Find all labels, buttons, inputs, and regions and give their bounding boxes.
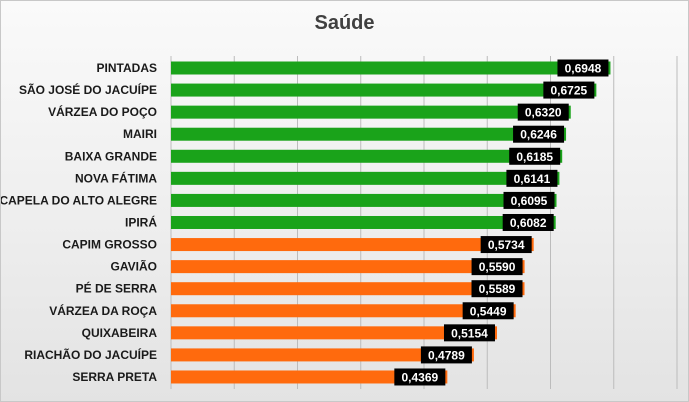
value-label: 0,5154 (451, 326, 488, 340)
value-label: 0,6082 (510, 216, 547, 230)
value-label-box (506, 169, 558, 187)
value-label: 0,6246 (520, 128, 557, 142)
value-label-box (462, 302, 514, 320)
category-label: QUIXABEIRA (82, 326, 158, 340)
category-label: RIACHÃO DO JACUÍPE (24, 347, 157, 362)
category-label: GAVIÃO (111, 259, 157, 274)
value-label-box (557, 59, 609, 77)
chart-title: Saúde (314, 12, 375, 34)
bar (171, 61, 611, 75)
bar (171, 282, 525, 296)
bar (171, 149, 563, 163)
value-label-box (503, 191, 555, 209)
bar (171, 370, 448, 384)
value-label-box (420, 346, 472, 364)
category-label: PINTADAS (97, 61, 157, 75)
value-label-box (543, 81, 595, 99)
bar (171, 127, 567, 141)
value-label-box (517, 103, 569, 121)
value-label: 0,5589 (479, 282, 516, 296)
bar (171, 348, 474, 362)
category-label: VÁRZEA DO POÇO (48, 104, 157, 119)
value-label: 0,6725 (551, 84, 588, 98)
bar (171, 260, 525, 274)
category-label: NOVA FÁTIMA (75, 170, 157, 185)
value-label: 0,6185 (516, 150, 553, 164)
bar (171, 171, 560, 185)
category-label: SERRA PRETA (72, 370, 157, 384)
category-label: IPIRÁ (125, 214, 157, 229)
category-label: BAIXA GRANDE (65, 149, 157, 163)
value-label: 0,6948 (565, 62, 602, 76)
bar (171, 105, 571, 119)
value-label-box (394, 368, 446, 386)
bar (171, 193, 557, 207)
category-label: CAPELA DO ALTO ALEGRE (1, 193, 157, 207)
value-label: 0,5590 (479, 260, 516, 274)
value-label-box (480, 236, 532, 254)
bar (171, 83, 597, 97)
value-label: 0,5449 (470, 304, 507, 318)
value-label: 0,6095 (511, 194, 548, 208)
value-label-box (509, 147, 561, 165)
value-label: 0,4789 (428, 348, 465, 362)
bar (171, 304, 516, 318)
value-label-box (443, 324, 495, 342)
bar (171, 215, 556, 229)
category-label: CAPIM GROSSO (62, 238, 157, 252)
value-label-box (471, 280, 523, 298)
category-label: PÉ DE SERRA (76, 281, 158, 296)
value-label: 0,4369 (401, 370, 438, 384)
category-label: SÃO JOSÉ DO JACUÍPE (19, 82, 157, 97)
bar (171, 238, 534, 252)
value-label-box (502, 213, 554, 231)
value-label-box (513, 125, 565, 143)
category-label: VÁRZEA DA ROÇA (49, 303, 157, 318)
value-label: 0,6141 (514, 172, 551, 186)
bar (171, 326, 497, 340)
category-label: MAIRI (123, 127, 157, 141)
value-label-box (471, 258, 523, 276)
value-label: 0,6320 (525, 106, 562, 120)
value-label: 0,5734 (488, 238, 525, 252)
